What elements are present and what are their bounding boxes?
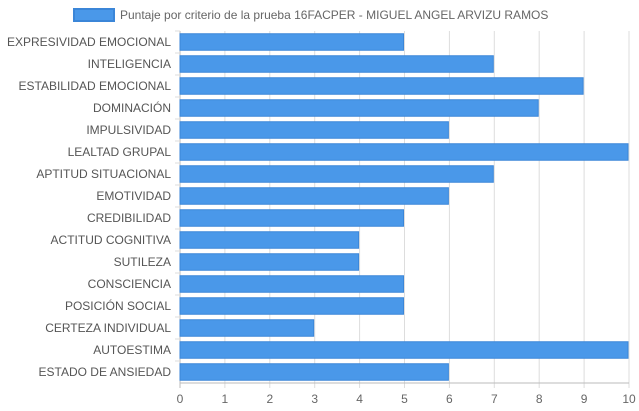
bars — [179, 33, 629, 381]
category-label: INTELIGENCIA — [88, 57, 171, 71]
category-label: DOMINACIÓN — [93, 100, 171, 115]
x-tick-label: 5 — [401, 392, 408, 406]
bar[interactable] — [179, 275, 404, 293]
category-label: SUTILEZA — [114, 255, 171, 269]
x-tick-label: 9 — [581, 392, 588, 406]
bar[interactable] — [179, 99, 539, 117]
category-label: EMOTIVIDAD — [96, 189, 171, 203]
legend-label: Puntaje por criterio de la prueba 16FACP… — [120, 8, 548, 22]
x-tick-label: 3 — [311, 392, 318, 406]
bar[interactable] — [179, 187, 449, 205]
x-tick-label: 8 — [536, 392, 543, 406]
bar[interactable] — [179, 55, 494, 73]
category-label: ESTABILIDAD EMOCIONAL — [19, 79, 172, 93]
bar[interactable] — [179, 297, 404, 315]
category-labels: EXPRESIVIDAD EMOCIONAL INTELIGENCIA ESTABI… — [7, 35, 171, 379]
x-tick-label: 1 — [222, 392, 229, 406]
category-label: CERTEZA INDIVIDUAL — [45, 321, 171, 335]
bar[interactable] — [179, 363, 449, 381]
legend[interactable]: Puntaje por criterio de la prueba 16FACP… — [73, 8, 548, 22]
category-label: ESTADO DE ANSIEDAD — [39, 365, 172, 379]
bar[interactable] — [179, 341, 629, 359]
category-label: ACTITUD COGNITIVA — [51, 233, 171, 247]
x-tick-label: 2 — [266, 392, 273, 406]
bar[interactable] — [179, 231, 360, 249]
legend-swatch — [73, 8, 115, 22]
x-tick-label: 7 — [491, 392, 498, 406]
bar[interactable] — [179, 77, 584, 95]
bar[interactable] — [179, 319, 315, 337]
bar[interactable] — [179, 33, 404, 51]
category-label: CREDIBILIDAD — [87, 211, 171, 225]
category-label: LEALTAD GRUPAL — [68, 145, 172, 159]
bar[interactable] — [179, 253, 360, 271]
x-tick-label: 10 — [622, 392, 636, 406]
category-label: IMPULSIVIDAD — [86, 123, 171, 137]
category-label: AUTOESTIMA — [93, 343, 171, 357]
category-label: EXPRESIVIDAD EMOCIONAL — [7, 35, 171, 49]
category-label: POSICIÓN SOCIAL — [65, 298, 171, 313]
x-tick-label: 6 — [446, 392, 453, 406]
category-label: APTITUD SITUACIONAL — [36, 167, 171, 181]
bar[interactable] — [179, 143, 629, 161]
x-tick-label: 0 — [177, 392, 184, 406]
category-label: CONSCIENCIA — [88, 277, 171, 291]
x-tick-label: 4 — [356, 392, 363, 406]
bar[interactable] — [179, 121, 449, 139]
bar[interactable] — [179, 209, 404, 227]
bar[interactable] — [179, 165, 494, 183]
x-axis-ticks: 0 1 2 3 4 5 6 7 8 9 10 — [177, 392, 636, 406]
